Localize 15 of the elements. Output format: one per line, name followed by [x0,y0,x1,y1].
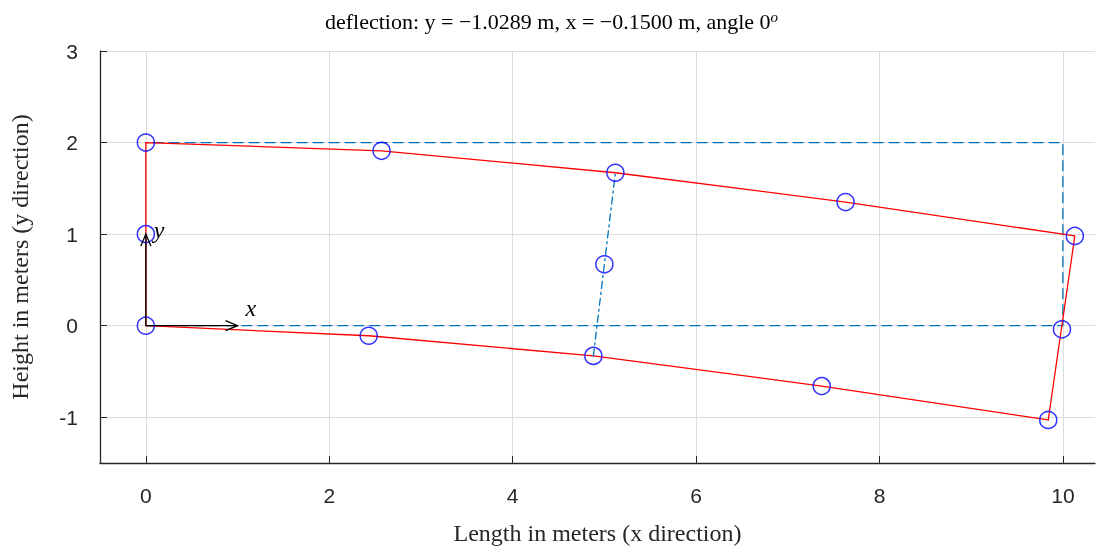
x-tick-label: 8 [873,484,886,507]
x-tick-label: 0 [140,484,152,507]
x-tick-label: 4 [506,484,519,507]
x-tick-label: 6 [690,484,702,507]
annotation: x [244,294,257,321]
y-tick-label: -1 [59,405,78,429]
y-tick-label: 1 [66,222,78,246]
y-tick-label: 2 [66,131,78,155]
x-axis-title: Length in meters (x direction) [453,520,742,546]
x-tick-label: 2 [323,484,336,507]
x-tick-label: 10 [1051,484,1075,507]
y-axis-title: Height in meters (y direction) [7,114,33,400]
y-tick-label: 0 [66,314,78,338]
annotation: y [151,217,165,244]
y-tick-label: 3 [66,39,78,63]
